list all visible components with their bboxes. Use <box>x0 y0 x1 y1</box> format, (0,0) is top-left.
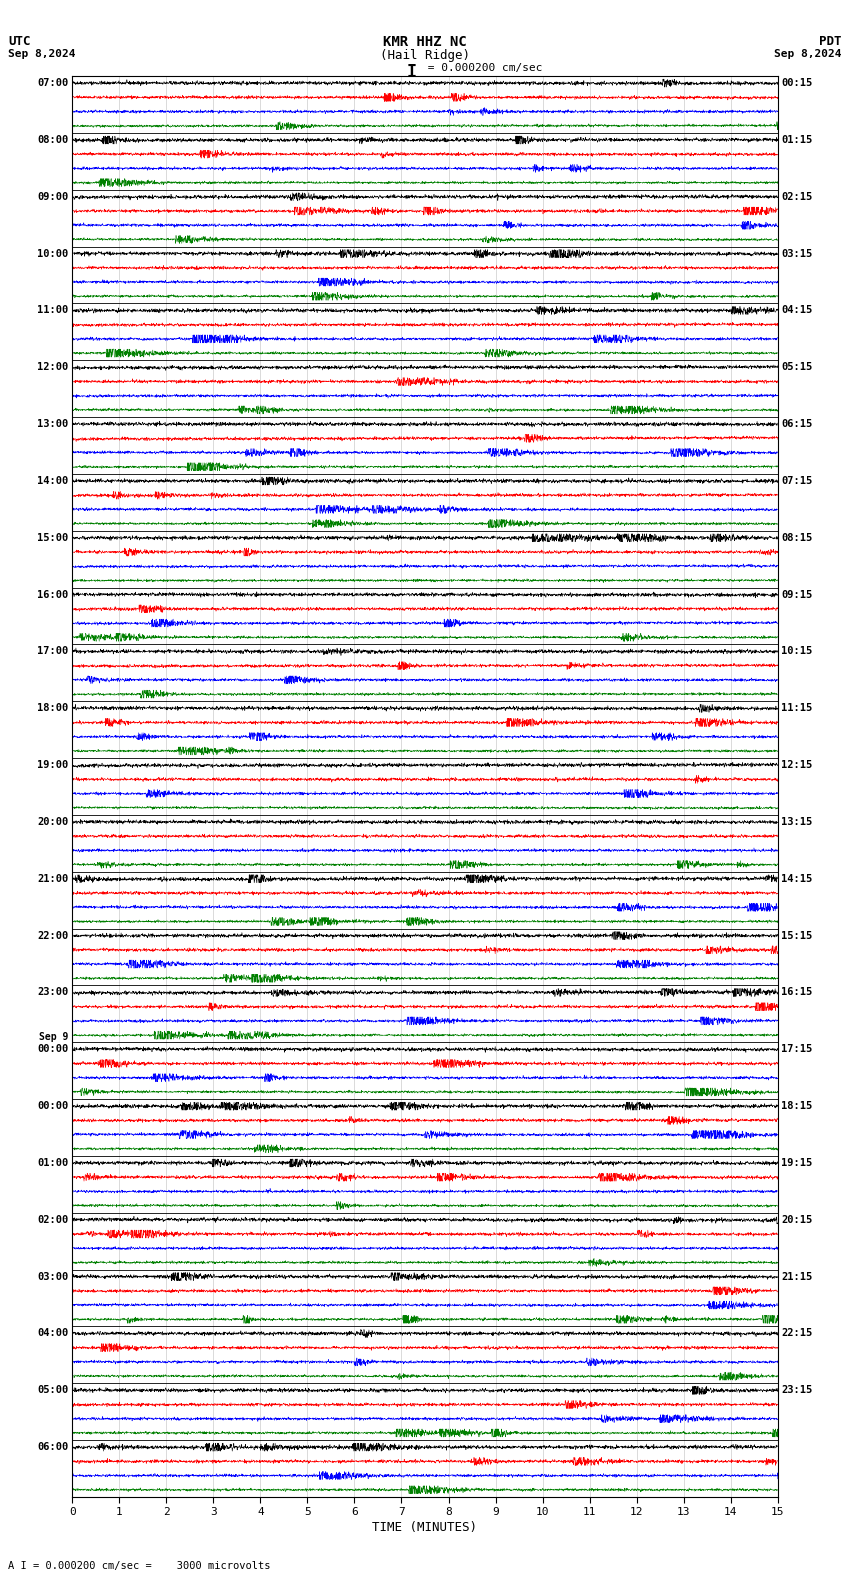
Text: (Hail Ridge): (Hail Ridge) <box>380 49 470 62</box>
Text: 01:00: 01:00 <box>37 1158 69 1167</box>
Text: 18:00: 18:00 <box>37 703 69 713</box>
Text: 19:00: 19:00 <box>37 760 69 770</box>
Text: 02:15: 02:15 <box>781 192 813 201</box>
Text: 17:00: 17:00 <box>37 646 69 656</box>
Text: 06:00: 06:00 <box>37 1441 69 1453</box>
Text: 10:00: 10:00 <box>37 249 69 258</box>
Text: A I = 0.000200 cm/sec =    3000 microvolts: A I = 0.000200 cm/sec = 3000 microvolts <box>8 1562 271 1571</box>
Text: 08:15: 08:15 <box>781 532 813 543</box>
Text: 07:15: 07:15 <box>781 475 813 486</box>
Text: Sep 8,2024: Sep 8,2024 <box>774 49 842 59</box>
Text: = 0.000200 cm/sec: = 0.000200 cm/sec <box>421 63 542 73</box>
Text: 11:00: 11:00 <box>37 306 69 315</box>
Text: 21:00: 21:00 <box>37 874 69 884</box>
Text: 15:15: 15:15 <box>781 931 813 941</box>
Text: 15:00: 15:00 <box>37 532 69 543</box>
Text: 07:00: 07:00 <box>37 78 69 89</box>
Text: 09:15: 09:15 <box>781 589 813 600</box>
X-axis label: TIME (MINUTES): TIME (MINUTES) <box>372 1522 478 1535</box>
Text: 19:15: 19:15 <box>781 1158 813 1167</box>
Text: 18:15: 18:15 <box>781 1101 813 1110</box>
Text: 13:15: 13:15 <box>781 817 813 827</box>
Text: 13:00: 13:00 <box>37 420 69 429</box>
Text: 14:15: 14:15 <box>781 874 813 884</box>
Text: 09:00: 09:00 <box>37 192 69 201</box>
Text: 04:00: 04:00 <box>37 1329 69 1338</box>
Text: 23:15: 23:15 <box>781 1386 813 1396</box>
Text: 03:00: 03:00 <box>37 1272 69 1281</box>
Text: 05:00: 05:00 <box>37 1386 69 1396</box>
Text: 22:00: 22:00 <box>37 931 69 941</box>
Text: 14:00: 14:00 <box>37 475 69 486</box>
Text: 10:15: 10:15 <box>781 646 813 656</box>
Text: UTC: UTC <box>8 35 31 48</box>
Text: 01:15: 01:15 <box>781 135 813 146</box>
Text: 12:15: 12:15 <box>781 760 813 770</box>
Text: 08:00: 08:00 <box>37 135 69 146</box>
Text: 11:15: 11:15 <box>781 703 813 713</box>
Text: 20:00: 20:00 <box>37 817 69 827</box>
Text: 21:15: 21:15 <box>781 1272 813 1281</box>
Text: 03:15: 03:15 <box>781 249 813 258</box>
Text: 17:15: 17:15 <box>781 1044 813 1055</box>
Text: KMR HHZ NC: KMR HHZ NC <box>383 35 467 49</box>
Text: 20:15: 20:15 <box>781 1215 813 1224</box>
Text: 23:00: 23:00 <box>37 987 69 998</box>
Text: 22:15: 22:15 <box>781 1329 813 1338</box>
Text: Sep 8,2024: Sep 8,2024 <box>8 49 76 59</box>
Text: 00:00: 00:00 <box>37 1101 69 1110</box>
Text: I: I <box>406 63 416 81</box>
Text: 05:15: 05:15 <box>781 363 813 372</box>
Text: 00:15: 00:15 <box>781 78 813 89</box>
Text: Sep 9: Sep 9 <box>39 1033 69 1042</box>
Text: 06:15: 06:15 <box>781 420 813 429</box>
Text: 16:15: 16:15 <box>781 987 813 998</box>
Text: PDT: PDT <box>819 35 842 48</box>
Text: 16:00: 16:00 <box>37 589 69 600</box>
Text: 12:00: 12:00 <box>37 363 69 372</box>
Text: 00:00: 00:00 <box>37 1044 69 1055</box>
Text: 04:15: 04:15 <box>781 306 813 315</box>
Text: 02:00: 02:00 <box>37 1215 69 1224</box>
